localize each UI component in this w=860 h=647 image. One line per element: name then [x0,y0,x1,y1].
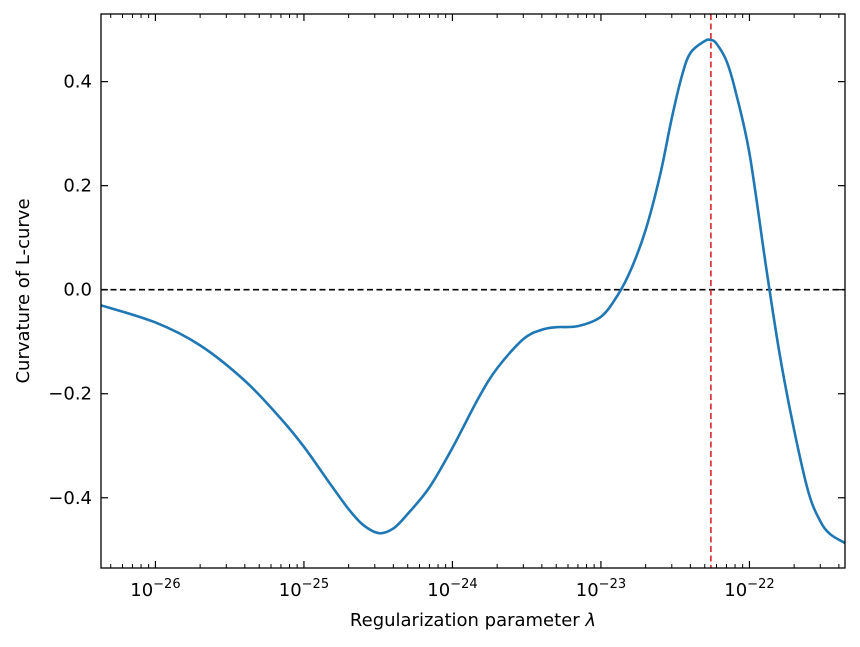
y-tick-label: 0.2 [63,176,92,197]
plot-area [100,14,846,568]
x-tick-label: 10−26 [130,577,180,601]
y-tick-label: 0.0 [63,280,92,301]
y-axis-label: Curvature of L-curve [13,198,34,383]
x-tick-label: 10−24 [427,577,477,601]
x-tick-label: 10−23 [576,577,626,601]
curvature-series-line [100,38,846,545]
x-tick-label: 10−22 [724,577,774,601]
y-tick-label: −0.4 [48,488,92,509]
plot-frame [100,13,846,569]
x-axis-label: Regularization parameter λ [350,610,596,631]
x-axis-label-symbol: λ [584,610,596,631]
x-tick-label: 10−25 [279,577,329,601]
axis-ticks: 0.4 0.2 0.0 −0.2 −0.4 10−26 10−25 10−24 10−23 10−… [48,14,845,601]
y-tick-label: −0.2 [48,384,92,405]
y-tick-label: 0.4 [63,72,92,93]
